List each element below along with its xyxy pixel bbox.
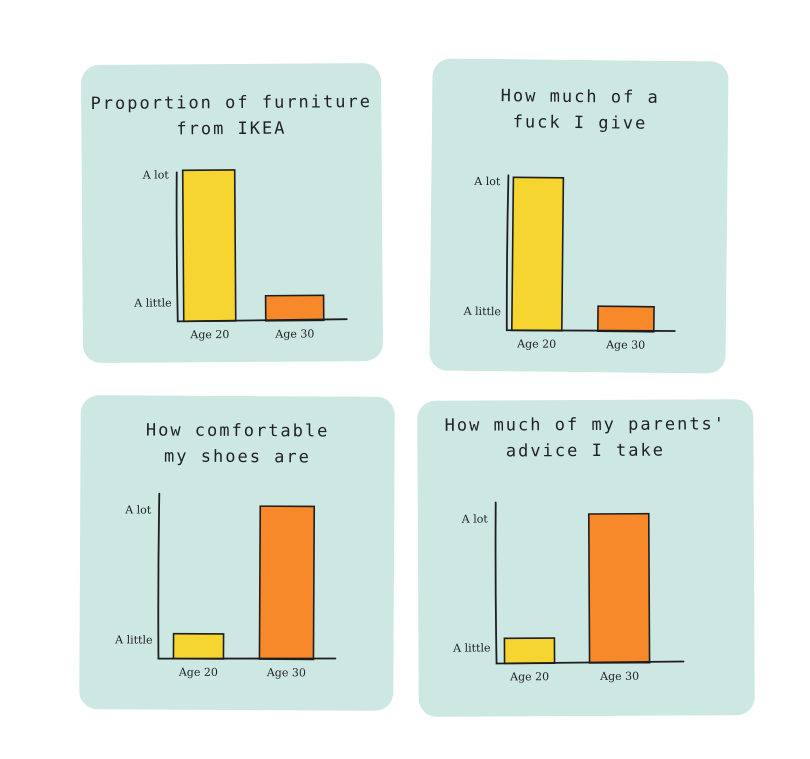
y-tick-a-little: A little <box>463 305 501 318</box>
panel-parents: How much of my parents' advice I take A … <box>417 399 755 717</box>
axes <box>505 174 676 332</box>
bar-age-30 <box>587 512 651 664</box>
x-label-age-20: Age 20 <box>178 666 218 679</box>
panel-fuck: How much of a fuck I give A lot A little A… <box>429 58 729 374</box>
bar-chart: A lot A little Age 20 Age 30 <box>133 168 348 341</box>
x-label-age-20: Age 20 <box>189 328 229 341</box>
x-label-age-30: Age 30 <box>599 670 639 683</box>
x-label-age-30: Age 30 <box>266 666 306 679</box>
y-tick-a-lot: A lot <box>124 503 152 516</box>
bar-chart: A lot A little Age 20 Age 30 <box>452 501 685 683</box>
y-tick-a-little: A little <box>133 296 171 309</box>
bar-age-30 <box>258 505 316 661</box>
axes <box>494 501 685 665</box>
x-label-age-30: Age 30 <box>274 327 314 340</box>
axes <box>175 171 348 323</box>
bar-age-20 <box>172 632 225 660</box>
bar-age-30 <box>264 294 325 322</box>
panel-ikea: Proportion of furniture from IKEA A lot A… <box>80 62 384 364</box>
bar-age-20 <box>510 176 565 332</box>
y-tick-a-lot: A lot <box>461 513 489 526</box>
bar-chart: A lot A little Age 20 Age 30 <box>114 492 337 679</box>
y-tick-a-lot: A lot <box>142 168 170 181</box>
y-tick-a-little: A little <box>114 633 152 646</box>
bar-age-30 <box>596 305 655 333</box>
bar-chart: A lot A little Age 20 Age 30 <box>463 174 676 352</box>
panel-shoes: How comfortable my shoes are A lot A litt… <box>79 395 395 711</box>
bar-age-20 <box>503 637 556 665</box>
x-label-age-30: Age 30 <box>605 338 645 351</box>
axes <box>157 492 337 660</box>
x-label-age-20: Age 20 <box>516 337 556 350</box>
y-tick-a-lot: A lot <box>473 175 501 188</box>
bar-age-20 <box>181 169 237 323</box>
y-tick-a-little: A little <box>452 642 490 655</box>
x-label-age-20: Age 20 <box>509 670 549 683</box>
